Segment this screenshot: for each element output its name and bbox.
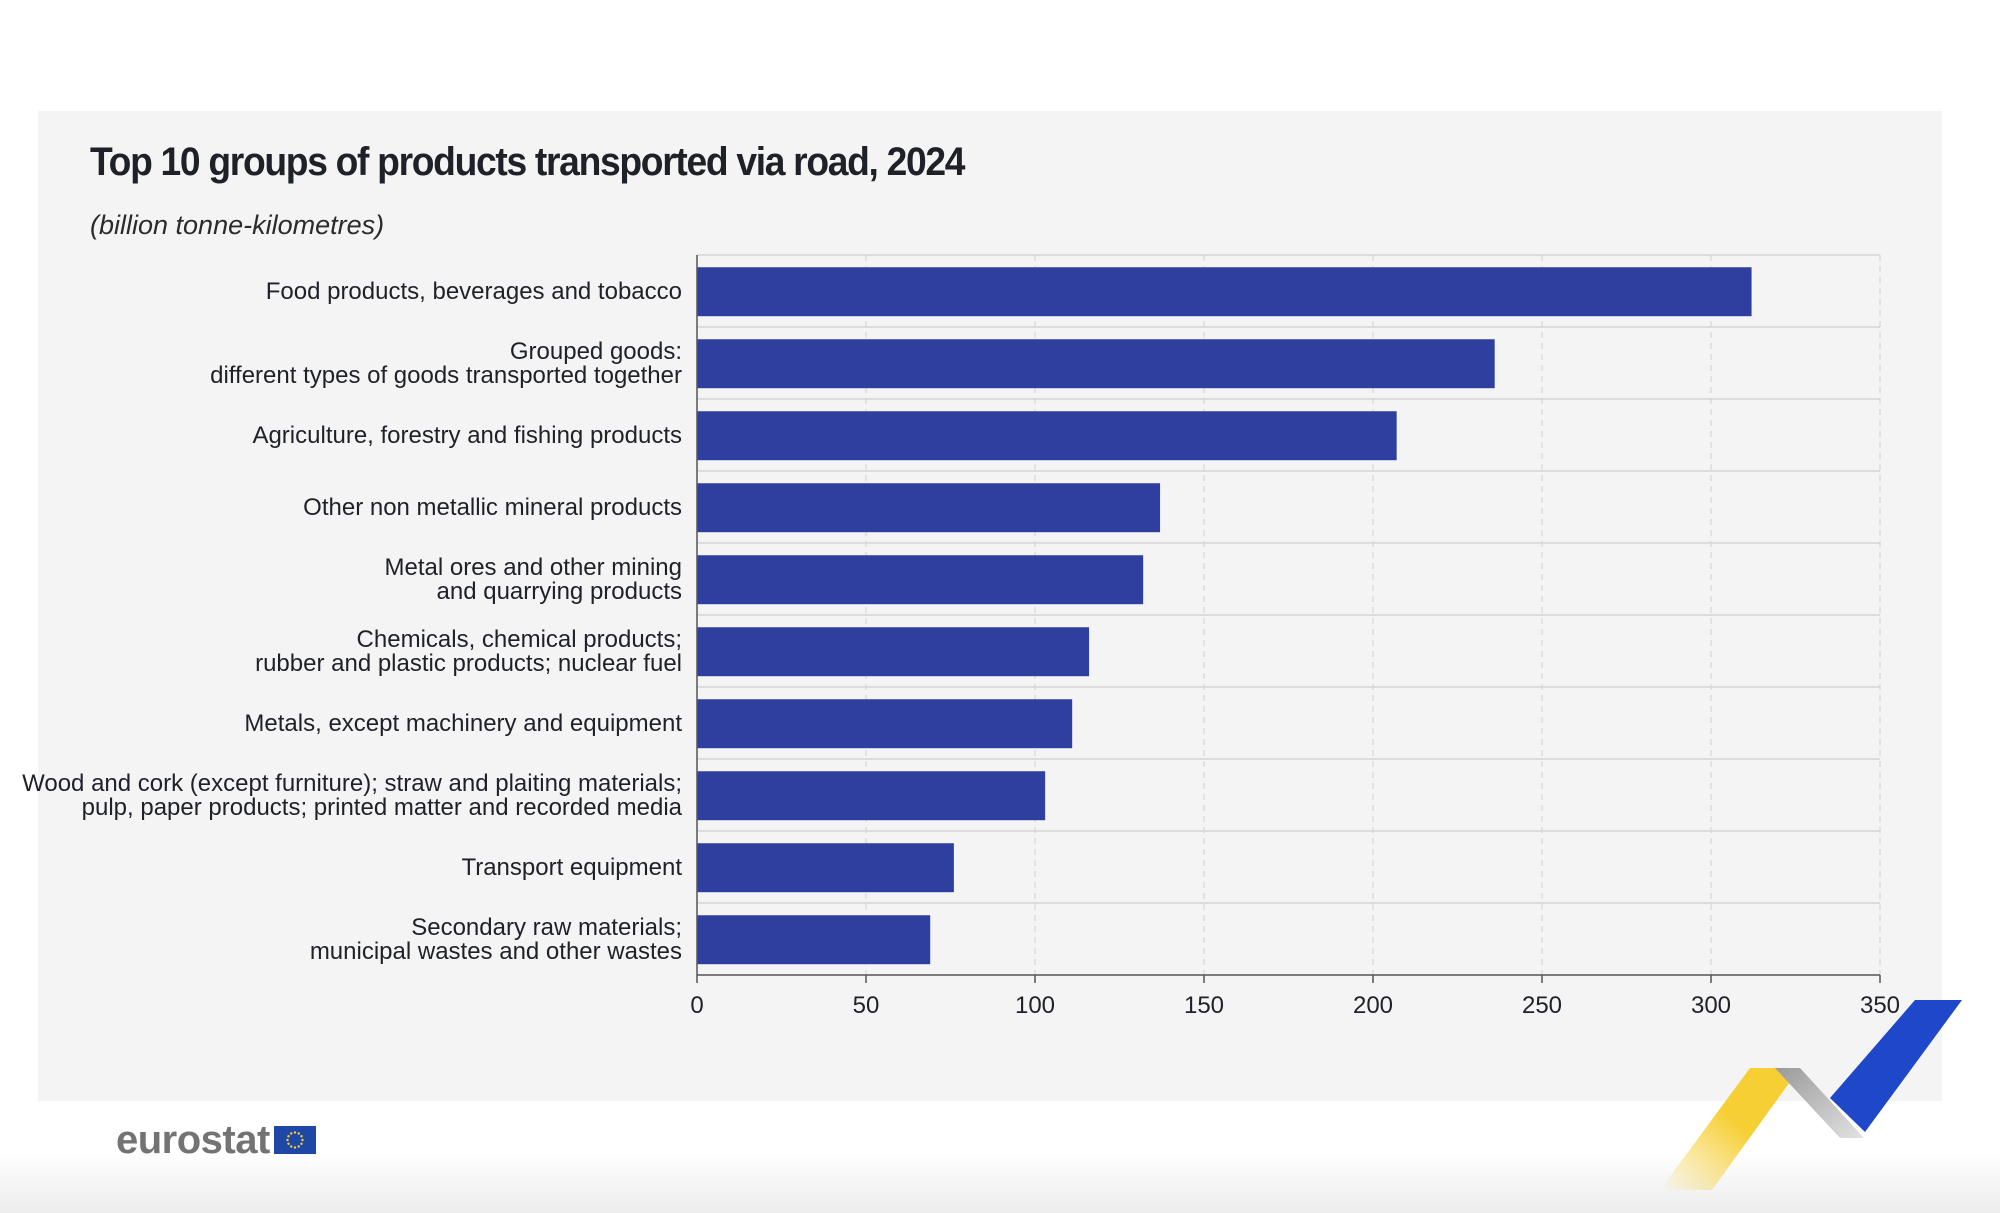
x-tick-label: 350 [1860, 992, 1900, 1019]
category-label: Other non metallic mineral products [303, 494, 682, 521]
x-tick-label: 50 [853, 992, 880, 1019]
category-label: Secondary raw materials; [411, 914, 682, 941]
eurostat-logo: eurostat [116, 1118, 316, 1162]
category-label: pulp, paper products; printed matter and… [82, 794, 683, 821]
category-label: rubber and plastic products; nuclear fue… [255, 650, 682, 677]
category-label: Metal ores and other mining [385, 554, 683, 581]
bar [697, 555, 1144, 605]
category-label: Agriculture, forestry and fishing produc… [252, 422, 682, 449]
eu-flag-icon [273, 1126, 316, 1154]
bar [697, 483, 1161, 533]
category-label: different types of goods transported tog… [210, 362, 682, 389]
x-tick-label: 0 [690, 992, 703, 1019]
category-label: Wood and cork (except furniture); straw … [22, 770, 682, 797]
category-label: and quarrying products [437, 578, 682, 605]
bar [697, 843, 954, 893]
bar [697, 411, 1397, 461]
bar [697, 627, 1090, 677]
bar [697, 771, 1046, 821]
category-label: municipal wastes and other wastes [310, 938, 682, 965]
bar [697, 339, 1495, 389]
x-tick-label: 250 [1522, 992, 1562, 1019]
bar [697, 267, 1752, 317]
category-label: Transport equipment [461, 854, 682, 881]
x-tick-label: 300 [1691, 992, 1731, 1019]
category-label: Food products, beverages and tobacco [266, 278, 682, 305]
chart-title: Top 10 groups of products transported vi… [90, 140, 965, 184]
category-label: Grouped goods: [510, 338, 682, 365]
bar [697, 699, 1073, 749]
x-tick-label: 150 [1184, 992, 1224, 1019]
logo-wordmark: eurostat [116, 1118, 270, 1162]
x-tick-label: 100 [1015, 992, 1055, 1019]
category-label: Metals, except machinery and equipment [244, 710, 682, 737]
bar [697, 915, 931, 965]
decorative-ribbon [1660, 1000, 1962, 1190]
category-label: Chemicals, chemical products; [357, 626, 682, 653]
chart-subtitle: (billion tonne-kilometres) [90, 210, 385, 240]
x-tick-label: 200 [1353, 992, 1393, 1019]
